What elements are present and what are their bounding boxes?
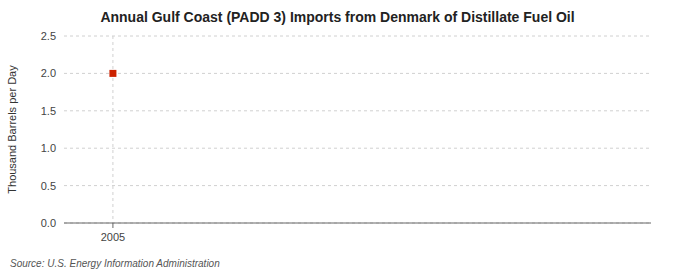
- x-grid-line: [112, 36, 113, 223]
- data-point: [109, 70, 116, 77]
- data-marks: [109, 70, 116, 77]
- chart-svg: Annual Gulf Coast (PADD 3) Imports from …: [0, 0, 675, 275]
- y-tick-label: 1.0: [41, 142, 56, 154]
- y-grid-line: [64, 36, 651, 37]
- y-tick-label: 2.0: [41, 67, 56, 79]
- x-tick-label: 2005: [101, 231, 125, 243]
- y-grid-line: [64, 110, 651, 111]
- x-axis: 2005: [64, 223, 651, 243]
- x-tick: [112, 223, 113, 228]
- y-grid-line: [64, 148, 651, 149]
- y-grid-line: [64, 73, 651, 74]
- y-tick-label: 0.5: [41, 180, 56, 192]
- y-tick-label: 2.5: [41, 30, 56, 42]
- y-tick-label: 1.5: [41, 105, 56, 117]
- x-axis-line: [64, 223, 651, 224]
- annotation: Source: U.S. Energy Information Administ…: [10, 258, 220, 269]
- title: Annual Gulf Coast (PADD 3) Imports from …: [100, 9, 574, 25]
- chart-container: Annual Gulf Coast (PADD 3) Imports from …: [0, 0, 675, 275]
- y-grid-line: [64, 223, 651, 224]
- grid: [64, 36, 651, 223]
- y-axis-label: Thousand Barrels per Day: [6, 65, 18, 194]
- y-grid-line: [64, 185, 651, 186]
- y-axis: 0.0 0.5 1.0 1.5 2.0 2.5 Thousand Barrels per D…: [6, 30, 56, 229]
- y-tick-label: 0.0: [41, 217, 56, 229]
